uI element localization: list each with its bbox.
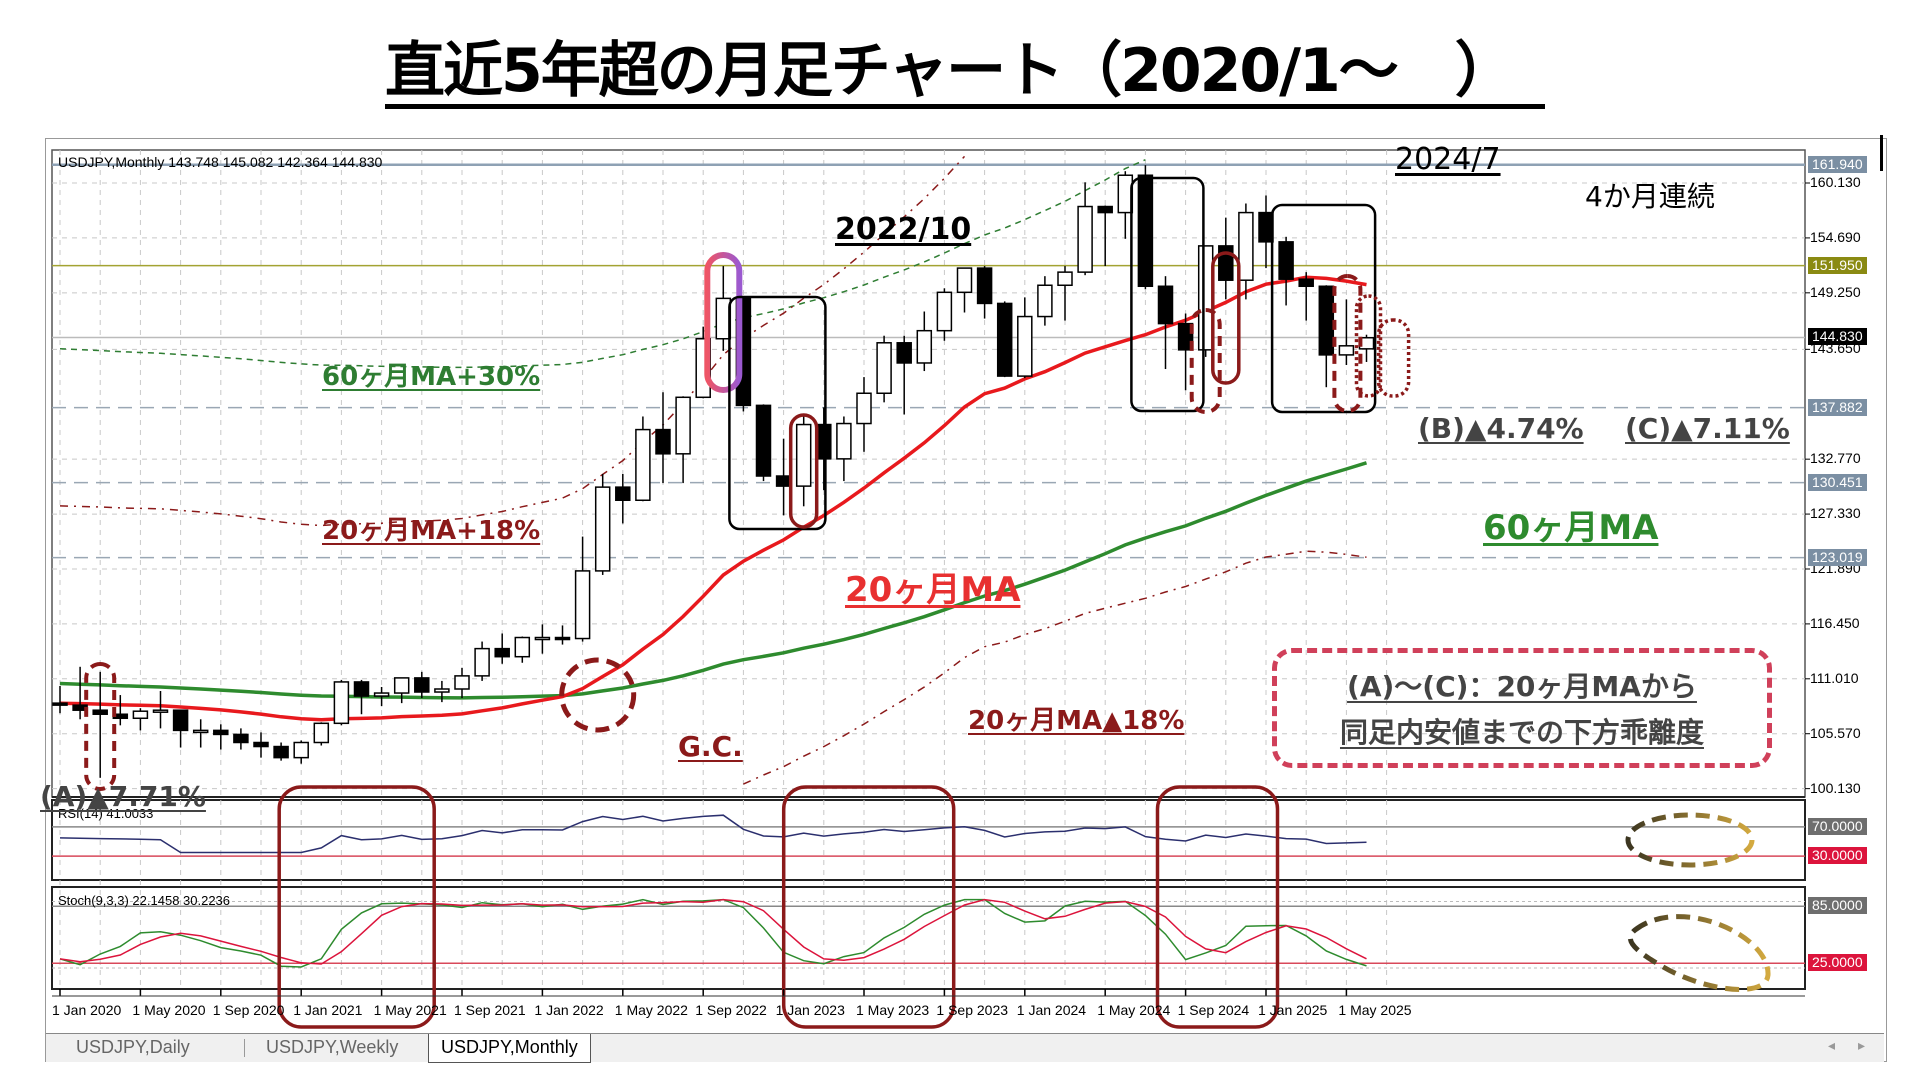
time-tick: 1 Sep 2020 xyxy=(212,1002,285,1018)
time-tick: 1 Sep 2024 xyxy=(1177,1002,1250,1018)
window-edge xyxy=(1880,135,1883,171)
symbol-info: USDJPY,Monthly 143.748 145.082 142.364 1… xyxy=(58,154,383,170)
price-tick: 160.130 xyxy=(1810,174,1861,190)
annotation-ma60: 60ヶ月MA xyxy=(1483,508,1659,548)
time-tick: 1 Sep 2023 xyxy=(936,1002,1009,1018)
indicator-level-tag: 25.0000 xyxy=(1808,954,1867,972)
time-tick: 1 Jan 2025 xyxy=(1258,1002,1328,1018)
annotation-a: (A)▲7.71% xyxy=(40,780,206,813)
annotation-ma60-plus30: 60ヶ月MA+30% xyxy=(322,362,541,392)
price-tick: 105.570 xyxy=(1810,724,1861,741)
time-tick: 1 Jan 2021 xyxy=(293,1002,363,1018)
note-line-2: 同足内安値までの下方乖離度 xyxy=(1339,716,1704,749)
price-tick: 149.250 xyxy=(1810,283,1861,300)
time-tick: 1 Sep 2022 xyxy=(695,1002,767,1018)
time-tick: 1 Jan 2020 xyxy=(52,1002,122,1018)
note-line-1: (A)～(C)：20ヶ月MAから xyxy=(1347,670,1697,703)
time-tick: 1 May 2020 xyxy=(132,1002,206,1018)
time-tick: 1 Sep 2021 xyxy=(454,1002,526,1018)
tab-monthly[interactable]: USDJPY,Monthly xyxy=(428,1034,591,1063)
tab-weekly[interactable]: USDJPY,Weekly xyxy=(266,1037,399,1057)
price-tag: 151.950 xyxy=(1808,256,1867,274)
price-tick: 111.010 xyxy=(1810,669,1859,686)
annotation-four-months: 4か月連続 xyxy=(1585,180,1715,213)
time-tick: 1 May 2023 xyxy=(856,1002,930,1018)
note-box: (A)～(C)：20ヶ月MAから 同足内安値までの下方乖離度 xyxy=(1272,648,1772,768)
indicator-level-tag: 30.0000 xyxy=(1808,847,1867,865)
page-title: 直近5年超の月足チャート（2020/1～ ） xyxy=(385,38,1545,109)
price-tick: 100.130 xyxy=(1810,779,1861,796)
chart-tabs: USDJPY,Daily USDJPY,Weekly USDJPY,Monthl… xyxy=(46,1033,1884,1063)
annotation-ma20-plus18: 20ヶ月MA+18% xyxy=(322,516,541,546)
annotation-c: (C)▲7.11% xyxy=(1625,412,1790,445)
price-tag: 130.451 xyxy=(1808,473,1867,491)
time-tick: 1 May 2021 xyxy=(373,1002,447,1018)
annotation-ma20-minus18: 20ヶ月MA▲18% xyxy=(968,706,1185,736)
time-tick: 1 Jan 2024 xyxy=(1016,1002,1087,1018)
time-tick: 1 Jan 2022 xyxy=(534,1002,604,1018)
price-tick: 127.330 xyxy=(1810,505,1861,522)
tab-daily[interactable]: USDJPY,Daily xyxy=(76,1037,190,1057)
time-tick: 1 May 2024 xyxy=(1097,1002,1171,1018)
price-tick: 132.770 xyxy=(1810,450,1861,467)
price-tag: 137.882 xyxy=(1808,398,1867,416)
price-tag: 123.019 xyxy=(1808,548,1867,566)
price-tick: 116.450 xyxy=(1810,614,1860,631)
annotation-2024-7: 2024/7 xyxy=(1395,142,1501,177)
time-tick: 1 Jan 2023 xyxy=(775,1002,845,1018)
annotation-2022-10: 2022/10 xyxy=(835,212,972,247)
time-tick: 1 May 2025 xyxy=(1338,1002,1412,1018)
indicator-level-tag: 70.0000 xyxy=(1808,817,1867,835)
tab-divider xyxy=(244,1039,245,1057)
annotation-ma20: 20ヶ月MA xyxy=(845,570,1021,610)
stoch-label: Stoch(9,3,3) 22.1458 30.2236 xyxy=(58,893,231,908)
scroll-right-icon[interactable]: ▸ xyxy=(1858,1038,1866,1054)
annotation-b: (B)▲4.74% xyxy=(1418,412,1584,445)
time-tick: 1 May 2022 xyxy=(614,1002,688,1018)
price-tick: 154.690 xyxy=(1810,228,1861,245)
price-tag: 161.940 xyxy=(1808,155,1867,173)
scroll-left-icon[interactable]: ◂ xyxy=(1828,1038,1836,1054)
annotation-golden-cross: G.C. xyxy=(678,730,743,763)
price-tag: 144.830 xyxy=(1808,328,1867,346)
indicator-level-tag: 85.0000 xyxy=(1808,897,1867,915)
rsi-label: RSI(14) 41.0033 xyxy=(58,806,154,821)
